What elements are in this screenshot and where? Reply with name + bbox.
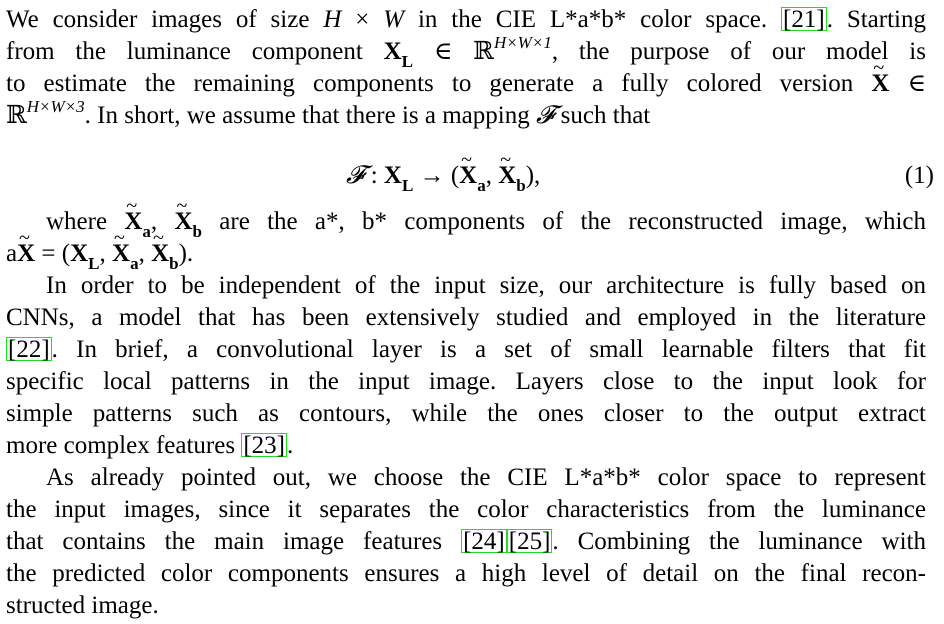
math-F: 𝓕	[346, 162, 365, 189]
text: to estimate the remaining components to …	[6, 70, 872, 97]
text: such that	[554, 102, 651, 129]
math-X-tilde: X	[459, 144, 477, 192]
equation-number: (1)	[904, 162, 934, 189]
text: In order to be independent of the input …	[46, 272, 926, 299]
paragraph-4-line-1: As already pointed out, we choose the CI…	[6, 462, 926, 494]
paragraph-2-line-2: aX = (XL, Xa, Xb).	[6, 222, 926, 273]
math-subscript-a: a	[130, 254, 139, 273]
math-comma: ,	[99, 240, 113, 267]
math-in: ∈	[889, 70, 926, 97]
math-superscript: H×W×1	[493, 32, 552, 52]
citation-link[interactable]: [22]	[6, 336, 52, 363]
text: that contains the main image features	[6, 528, 462, 555]
paragraph-4-line-4: the predicted color components ensures a…	[6, 558, 926, 590]
math-equals: = (	[35, 240, 71, 267]
text: . In short, we assume that there is a ma…	[84, 102, 536, 129]
math-X-tilde: X	[871, 52, 889, 100]
equation-1: 𝓕 : XL → (Xa, Xb), (1)	[6, 144, 934, 195]
math-X-tilde: X	[17, 222, 35, 270]
paragraph-4-line-5: structed image.	[6, 590, 926, 622]
math-superscript: H×W×3	[26, 96, 85, 116]
math-subscript-L: L	[401, 52, 414, 71]
paragraph-1-line-1: We consider images of size H × W in the …	[6, 4, 926, 36]
math-comma: ,	[485, 162, 499, 189]
text: are the a*, b* components of the reconst…	[202, 208, 927, 235]
text: .	[286, 432, 294, 459]
text: from the luminance component	[6, 38, 384, 65]
math-subscript-b: b	[169, 254, 179, 273]
math-subscript-b: b	[516, 176, 526, 195]
math-X-bold: X	[383, 38, 402, 65]
text: As already pointed out, we choose the CI…	[46, 464, 926, 491]
paragraph-4-line-3: that contains the main image features [2…	[6, 526, 926, 558]
paragraph-3-line-6: more complex features [23].	[6, 430, 926, 462]
math-X-tilde: X	[124, 190, 142, 238]
paragraph-3-line-2: CNNs, a model that has been extensively …	[6, 302, 926, 334]
citation-link[interactable]: [23]	[241, 432, 287, 459]
math-times: ×	[341, 6, 384, 33]
math-reals: ℝ	[6, 102, 27, 129]
math-X-bold: X	[70, 240, 89, 267]
math-in-reals: ∈ ℝ	[413, 38, 494, 65]
paragraph-1-line-2: from the luminance component XL ∈ ℝH×W×1…	[6, 32, 926, 71]
citation-link[interactable]: [24]	[461, 528, 507, 555]
text: structed image.	[6, 592, 159, 619]
paragraph-2-line-1: where Xa, Xb are the a*, b* components o…	[6, 190, 927, 241]
math-X-bold: X	[383, 162, 402, 189]
math-H: H	[323, 6, 342, 33]
paragraph-1-line-4: ℝH×W×3. In short, we assume that there i…	[6, 96, 926, 132]
paragraph-3-line-3: [22]. In brief, a convolutional layer is…	[6, 334, 926, 366]
paragraph-4-line-2: the input images, since it separates the…	[6, 494, 926, 526]
text: We consider images of size	[6, 6, 324, 33]
text: a	[6, 240, 18, 267]
math-W: W	[383, 6, 405, 33]
text: ).	[178, 240, 194, 267]
paragraph-3-line-5: simple patterns such as contours, while …	[6, 398, 926, 430]
text: specific local patterns in the input ima…	[6, 368, 926, 395]
text: . Combining the luminance with	[552, 528, 926, 555]
math-subscript-a: a	[477, 176, 486, 195]
math-close: ),	[525, 162, 541, 189]
math-colon: :	[364, 162, 384, 189]
math-F: 𝓕	[535, 102, 555, 129]
math-subscript-a: a	[142, 222, 151, 241]
text: simple patterns such as contours, while …	[6, 400, 926, 427]
math-subscript-b: b	[192, 222, 202, 241]
math-X-tilde: X	[112, 222, 130, 270]
text: . Starting	[826, 6, 926, 33]
text: , the purpose of our model is	[551, 38, 926, 65]
text: CNNs, a model that has been extensively …	[6, 304, 926, 331]
text: . In brief, a convolutional layer is a s…	[51, 336, 926, 363]
citation-link[interactable]: [25]	[506, 528, 553, 555]
math-X-tilde: X	[174, 190, 192, 238]
text: in the CIE L*a*b* color space.	[404, 6, 782, 33]
text: more complex features	[6, 432, 242, 459]
math-X-tilde: X	[498, 144, 516, 192]
paragraph-1-line-3: to estimate the remaining components to …	[6, 52, 926, 100]
text: the input images, since it separates the…	[6, 496, 926, 523]
math-arrow: → (	[413, 162, 460, 189]
equation-body: 𝓕 : XL → (Xa, Xb),	[346, 144, 541, 195]
paragraph-3-line-4: specific local patterns in the input ima…	[6, 366, 926, 398]
citation-link[interactable]: [21]	[781, 6, 827, 33]
paragraph-3-line-1: In order to be independent of the input …	[6, 270, 926, 302]
math-X-tilde: X	[151, 222, 169, 270]
math-comma: ,	[138, 240, 152, 267]
math-subscript-L: L	[88, 254, 100, 273]
text: the predicted color components ensures a…	[6, 560, 926, 587]
text: where	[46, 208, 125, 235]
math-subscript-L: L	[401, 176, 414, 195]
